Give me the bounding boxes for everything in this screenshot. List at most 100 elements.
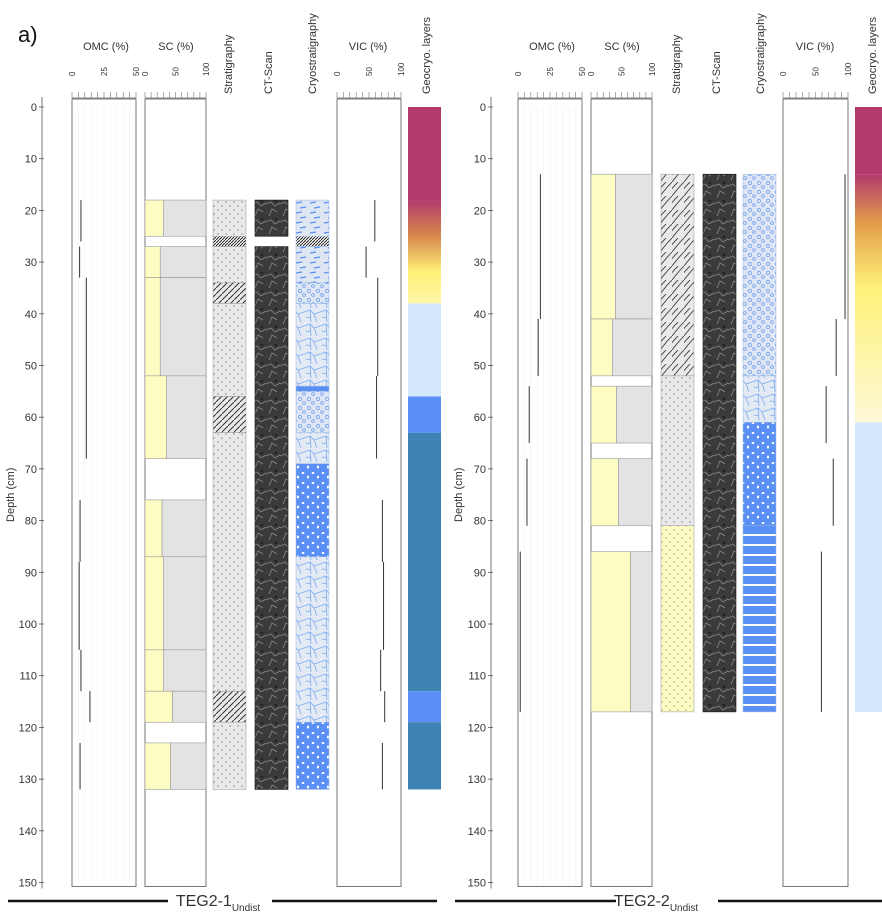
tick-label-omc: 25 bbox=[100, 67, 109, 76]
sc-rest-bar bbox=[159, 277, 207, 377]
header-strat: Stratigraphy bbox=[671, 34, 683, 94]
sc-sand-bar bbox=[144, 690, 173, 723]
depth-tick-label: 100 bbox=[468, 619, 486, 631]
header-vic: VIC (%) bbox=[796, 41, 835, 53]
depth-tick-label: 40 bbox=[25, 309, 37, 321]
core-name: TEG2-2 bbox=[614, 893, 670, 910]
cryostratigraphy-unit bbox=[295, 432, 330, 464]
tick-label-sc: 100 bbox=[202, 62, 211, 76]
depth-tick-label: 50 bbox=[25, 361, 37, 373]
core-panel-2: OMC (%) SC (%) Stratigraphy CT-Scan Cryostra… bbox=[453, 13, 882, 914]
depth-tick-label: 80 bbox=[474, 516, 486, 528]
depth-tick-label: 90 bbox=[25, 567, 37, 579]
depth-tick-label: 140 bbox=[19, 826, 37, 838]
depth-axis-label: Depth (cm) bbox=[453, 468, 465, 522]
tick-label-omc: 50 bbox=[132, 67, 141, 76]
cryostratigraphy-unit bbox=[295, 463, 330, 558]
cryostratigraphy-unit bbox=[295, 199, 330, 237]
header-strat: Stratigraphy bbox=[223, 34, 235, 94]
sc-rest-bar bbox=[616, 385, 653, 444]
cryostratigraphy-unit bbox=[295, 236, 330, 247]
stratigraphy-unit bbox=[212, 303, 247, 397]
sc-rest-bar bbox=[159, 246, 207, 278]
sc-sand-bar bbox=[144, 375, 167, 459]
header-ct: CT-Scan bbox=[263, 51, 275, 94]
cryostratigraphy-unit bbox=[295, 391, 330, 433]
sc-rest-bar bbox=[172, 690, 207, 723]
panel-label: a) bbox=[18, 22, 38, 47]
stratigraphy-unit bbox=[212, 396, 247, 433]
sc-sand-bar bbox=[144, 246, 161, 278]
sc-rest-bar bbox=[163, 199, 207, 237]
core-subscript: Undist bbox=[232, 903, 261, 914]
depth-tick-label: 60 bbox=[474, 412, 486, 424]
depth-tick-label: 130 bbox=[468, 774, 486, 786]
tick-label-sc: 0 bbox=[141, 71, 150, 76]
cryostratigraphy-unit bbox=[295, 385, 330, 392]
geocryo-layer bbox=[408, 691, 441, 723]
sc-sand-bar bbox=[144, 499, 163, 558]
cryostratigraphy-unit bbox=[295, 282, 330, 304]
core-subscript: Undist bbox=[670, 903, 699, 914]
core-label: TEG2-2Undist bbox=[614, 893, 699, 914]
sc-rest-bar bbox=[161, 499, 207, 558]
tick-label-vic: 50 bbox=[812, 67, 821, 76]
stratigraphy-unit bbox=[660, 375, 695, 527]
core-panel-1: OMC (%) SC (%) Stratigraphy CT-Scan Cryostra… bbox=[5, 13, 441, 914]
column-frame-vic bbox=[336, 98, 402, 887]
sc-rest-bar bbox=[166, 375, 207, 459]
tick-label-omc: 0 bbox=[68, 71, 77, 76]
header-geo: Geocryo. layers bbox=[421, 16, 433, 94]
stratigraphy-unit bbox=[212, 721, 247, 790]
header-omc: OMC (%) bbox=[529, 41, 575, 53]
sc-sand-bar bbox=[590, 318, 613, 377]
sc-rest-bar bbox=[163, 649, 207, 692]
stratigraphy-unit bbox=[212, 432, 247, 692]
tick-label-sc: 0 bbox=[587, 71, 596, 76]
depth-tick-label: 150 bbox=[468, 878, 486, 890]
tick-label-vic: 50 bbox=[365, 67, 374, 76]
cryostratigraphy-unit bbox=[295, 246, 330, 284]
stratigraphy-unit bbox=[660, 173, 695, 377]
depth-axis-label: Depth (cm) bbox=[5, 468, 17, 522]
geocryo-layer bbox=[408, 200, 441, 304]
depth-tick-label: 40 bbox=[474, 309, 486, 321]
sc-rest-bar bbox=[612, 318, 653, 377]
tick-label-sc: 100 bbox=[648, 62, 657, 76]
column-frame-vic bbox=[782, 98, 849, 887]
geocryo-layer bbox=[408, 396, 441, 433]
header-sc: SC (%) bbox=[604, 41, 639, 53]
depth-tick-label: 20 bbox=[25, 205, 37, 217]
geocryo-layer bbox=[408, 303, 441, 397]
depth-tick-label: 120 bbox=[468, 722, 486, 734]
depth-tick-label: 120 bbox=[19, 722, 37, 734]
depth-tick-label: 50 bbox=[474, 361, 486, 373]
depth-tick-label: 150 bbox=[19, 878, 37, 890]
header-cryo: Cryostratigraphy bbox=[307, 13, 319, 94]
depth-tick-label: 10 bbox=[25, 154, 37, 166]
geocryo-layer bbox=[855, 422, 882, 712]
ct-scan-segment bbox=[702, 173, 737, 713]
tick-label-omc: 25 bbox=[546, 67, 555, 76]
depth-tick-label: 10 bbox=[474, 154, 486, 166]
sc-sand-bar bbox=[144, 199, 164, 237]
depth-tick-label: 110 bbox=[19, 671, 37, 683]
sc-sand-bar bbox=[590, 385, 617, 444]
header-cryo: Cryostratigraphy bbox=[755, 13, 767, 94]
sc-sand-bar bbox=[144, 277, 161, 377]
geocryo-layer bbox=[408, 107, 441, 201]
ct-scan-segment bbox=[254, 199, 289, 237]
tick-label-vic: 100 bbox=[844, 62, 853, 76]
tick-label-vic: 0 bbox=[333, 71, 342, 76]
ct-scan-segment bbox=[254, 246, 289, 790]
cryostratigraphy-unit bbox=[295, 303, 330, 387]
sc-rest-bar bbox=[170, 742, 207, 790]
tick-label-vic: 100 bbox=[397, 62, 406, 76]
sc-rest-bar bbox=[163, 556, 207, 651]
cryostratigraphy-unit bbox=[742, 375, 777, 423]
depth-tick-label: 20 bbox=[474, 205, 486, 217]
depth-tick-label: 130 bbox=[19, 774, 37, 786]
core-label: TEG2-1Undist bbox=[176, 893, 261, 914]
tick-label-sc: 50 bbox=[172, 67, 181, 76]
